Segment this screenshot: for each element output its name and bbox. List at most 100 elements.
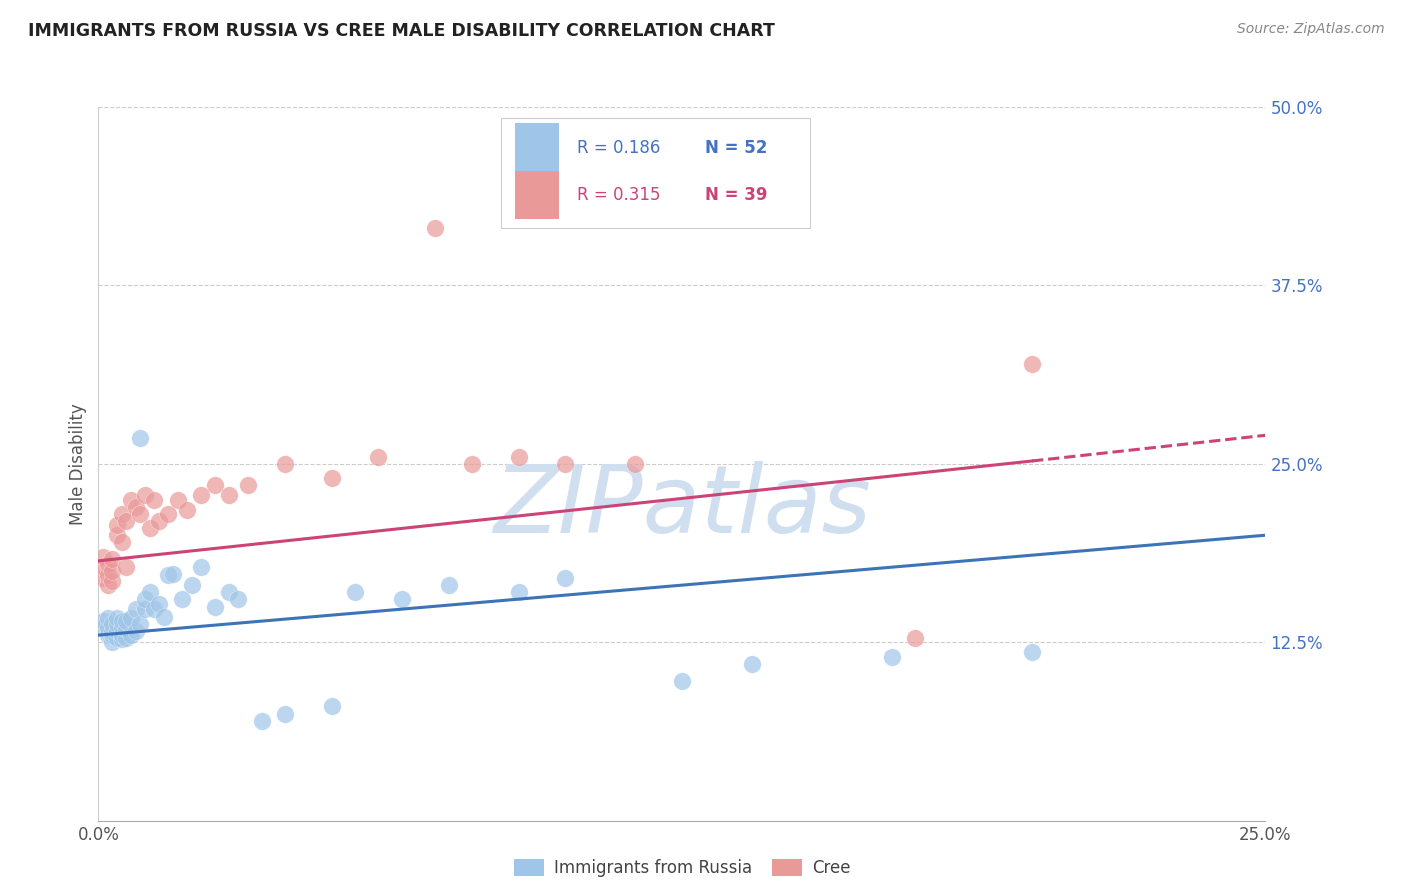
Point bbox=[129, 616, 152, 631]
Point bbox=[554, 457, 576, 471]
Point bbox=[204, 478, 226, 492]
Point bbox=[91, 621, 114, 635]
Point bbox=[143, 602, 166, 616]
Point bbox=[120, 492, 142, 507]
Point bbox=[204, 599, 226, 614]
Point bbox=[91, 614, 114, 628]
Point bbox=[115, 514, 138, 528]
Point bbox=[111, 632, 134, 647]
Point bbox=[91, 559, 114, 574]
Legend: Immigrants from Russia, Cree: Immigrants from Russia, Cree bbox=[508, 852, 856, 884]
Text: Source: ZipAtlas.com: Source: ZipAtlas.com bbox=[1237, 22, 1385, 37]
Point bbox=[162, 566, 184, 581]
Point bbox=[218, 585, 240, 599]
Point bbox=[134, 592, 156, 607]
Point bbox=[176, 502, 198, 516]
Point bbox=[115, 614, 138, 628]
Point bbox=[274, 706, 297, 721]
Point bbox=[111, 619, 134, 633]
Point bbox=[101, 552, 124, 566]
Point bbox=[367, 450, 389, 464]
Point bbox=[125, 624, 148, 638]
Point bbox=[101, 635, 124, 649]
Point bbox=[344, 585, 367, 599]
Point bbox=[218, 488, 240, 502]
Point bbox=[111, 614, 134, 628]
Point bbox=[391, 592, 413, 607]
Point bbox=[624, 457, 647, 471]
FancyBboxPatch shape bbox=[501, 118, 810, 228]
Y-axis label: Male Disability: Male Disability bbox=[69, 403, 87, 524]
Point bbox=[166, 492, 188, 507]
Point bbox=[125, 500, 148, 514]
Point bbox=[111, 507, 134, 521]
Point bbox=[437, 578, 460, 592]
Point bbox=[105, 528, 128, 542]
Point bbox=[129, 507, 152, 521]
Point bbox=[741, 657, 763, 671]
Point bbox=[129, 431, 152, 445]
Point bbox=[554, 571, 576, 585]
Point bbox=[508, 450, 530, 464]
Point bbox=[125, 602, 148, 616]
Point bbox=[120, 611, 142, 625]
Point bbox=[671, 673, 693, 688]
Text: IMMIGRANTS FROM RUSSIA VS CREE MALE DISABILITY CORRELATION CHART: IMMIGRANTS FROM RUSSIA VS CREE MALE DISA… bbox=[28, 22, 775, 40]
Point bbox=[115, 559, 138, 574]
Point bbox=[152, 609, 174, 624]
Point bbox=[105, 624, 128, 638]
Point bbox=[143, 492, 166, 507]
Point bbox=[508, 585, 530, 599]
Point bbox=[115, 631, 138, 645]
Point bbox=[274, 457, 297, 471]
Point bbox=[91, 571, 114, 585]
Point bbox=[1021, 357, 1043, 371]
Text: R = 0.186: R = 0.186 bbox=[576, 139, 661, 157]
Point bbox=[97, 578, 120, 592]
Point bbox=[139, 521, 162, 535]
Point bbox=[461, 457, 484, 471]
FancyBboxPatch shape bbox=[515, 123, 560, 172]
Point bbox=[101, 628, 124, 642]
Point bbox=[423, 221, 446, 235]
Point bbox=[105, 616, 128, 631]
Point bbox=[139, 585, 162, 599]
Point bbox=[134, 488, 156, 502]
Point bbox=[172, 592, 194, 607]
Point bbox=[157, 507, 180, 521]
Point bbox=[97, 628, 120, 642]
Point bbox=[111, 535, 134, 549]
Point bbox=[880, 649, 903, 664]
Point bbox=[321, 471, 343, 485]
Point bbox=[101, 625, 124, 640]
Point bbox=[190, 559, 212, 574]
Point bbox=[250, 714, 273, 728]
Point bbox=[105, 631, 128, 645]
Point bbox=[1021, 645, 1043, 659]
Point bbox=[904, 631, 927, 645]
Text: ZIPatlas: ZIPatlas bbox=[494, 461, 870, 552]
Point bbox=[111, 628, 134, 642]
Point bbox=[115, 623, 138, 637]
Text: N = 52: N = 52 bbox=[706, 139, 768, 157]
Point bbox=[236, 478, 259, 492]
FancyBboxPatch shape bbox=[515, 170, 560, 219]
Text: R = 0.315: R = 0.315 bbox=[576, 186, 661, 203]
Point bbox=[120, 628, 142, 642]
Point bbox=[148, 514, 170, 528]
Point bbox=[134, 602, 156, 616]
Point bbox=[97, 611, 120, 625]
Point bbox=[190, 488, 212, 502]
Point bbox=[101, 574, 124, 588]
Point bbox=[180, 578, 202, 592]
Point bbox=[97, 568, 120, 582]
Point bbox=[91, 549, 114, 564]
Point bbox=[228, 592, 250, 607]
Point bbox=[105, 518, 128, 533]
Point bbox=[97, 621, 120, 635]
Text: N = 39: N = 39 bbox=[706, 186, 768, 203]
Point bbox=[97, 557, 120, 571]
Point bbox=[101, 564, 124, 578]
Point bbox=[148, 597, 170, 611]
Point bbox=[157, 568, 180, 582]
